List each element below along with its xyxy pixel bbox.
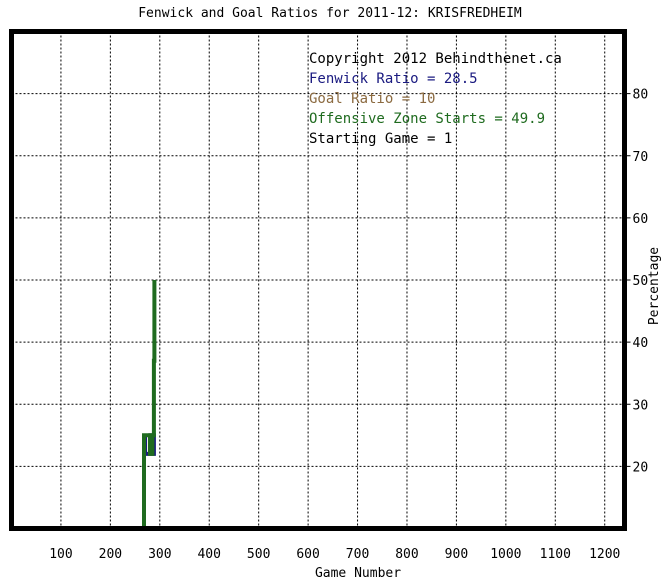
y-tick-label: 70 — [633, 150, 649, 165]
series-layer — [142, 280, 157, 529]
grid — [11, 31, 625, 529]
x-tick-label: 400 — [197, 547, 220, 562]
x-tick-label: 1200 — [589, 547, 620, 562]
x-tick-label: 500 — [247, 547, 270, 562]
y-tick-label: 60 — [633, 212, 649, 227]
x-tick-label: 300 — [148, 547, 171, 562]
y-tick-label: 80 — [633, 88, 649, 103]
annotation-0: Copyright 2012 Behindthenet.ca — [309, 51, 562, 67]
y-axis-label: Percentage — [647, 247, 662, 325]
annotation-2: Goal Ratio = 10 — [309, 91, 435, 107]
annotation-3: Offensive Zone Starts = 49.9 — [309, 111, 545, 127]
x-axis-label: Game Number — [315, 566, 401, 580]
y-tick-label: 50 — [633, 274, 649, 289]
x-tick-label: 900 — [445, 547, 468, 562]
x-tick-label: 600 — [296, 547, 319, 562]
x-tick-label: 1000 — [490, 547, 521, 562]
x-tick-label: 100 — [49, 547, 72, 562]
series-line-1 — [142, 280, 157, 529]
x-tick-label: 800 — [395, 547, 418, 562]
annotations: Copyright 2012 Behindthenet.ca Fenwick Ra… — [309, 51, 562, 147]
y-tick-label: 20 — [633, 460, 649, 475]
plot-frame — [9, 29, 627, 531]
y-tick-label: 40 — [633, 336, 649, 351]
annotation-4: Starting Game = 1 — [309, 131, 452, 147]
x-tick-label: 200 — [99, 547, 122, 562]
y-tick-labels: 20 30 40 50 60 70 80 — [624, 88, 649, 475]
x-tick-label: 700 — [346, 547, 369, 562]
y-tick-label: 30 — [633, 398, 649, 413]
x-tick-labels: 100 200 300 400 500 600 700 800 900 1000 1100 1200 — [49, 547, 620, 562]
chart-title: Fenwick and Goal Ratios for 2011-12: KRI… — [138, 6, 522, 21]
x-tick-label: 1100 — [540, 547, 571, 562]
annotation-1: Fenwick Ratio = 28.5 — [309, 71, 478, 87]
